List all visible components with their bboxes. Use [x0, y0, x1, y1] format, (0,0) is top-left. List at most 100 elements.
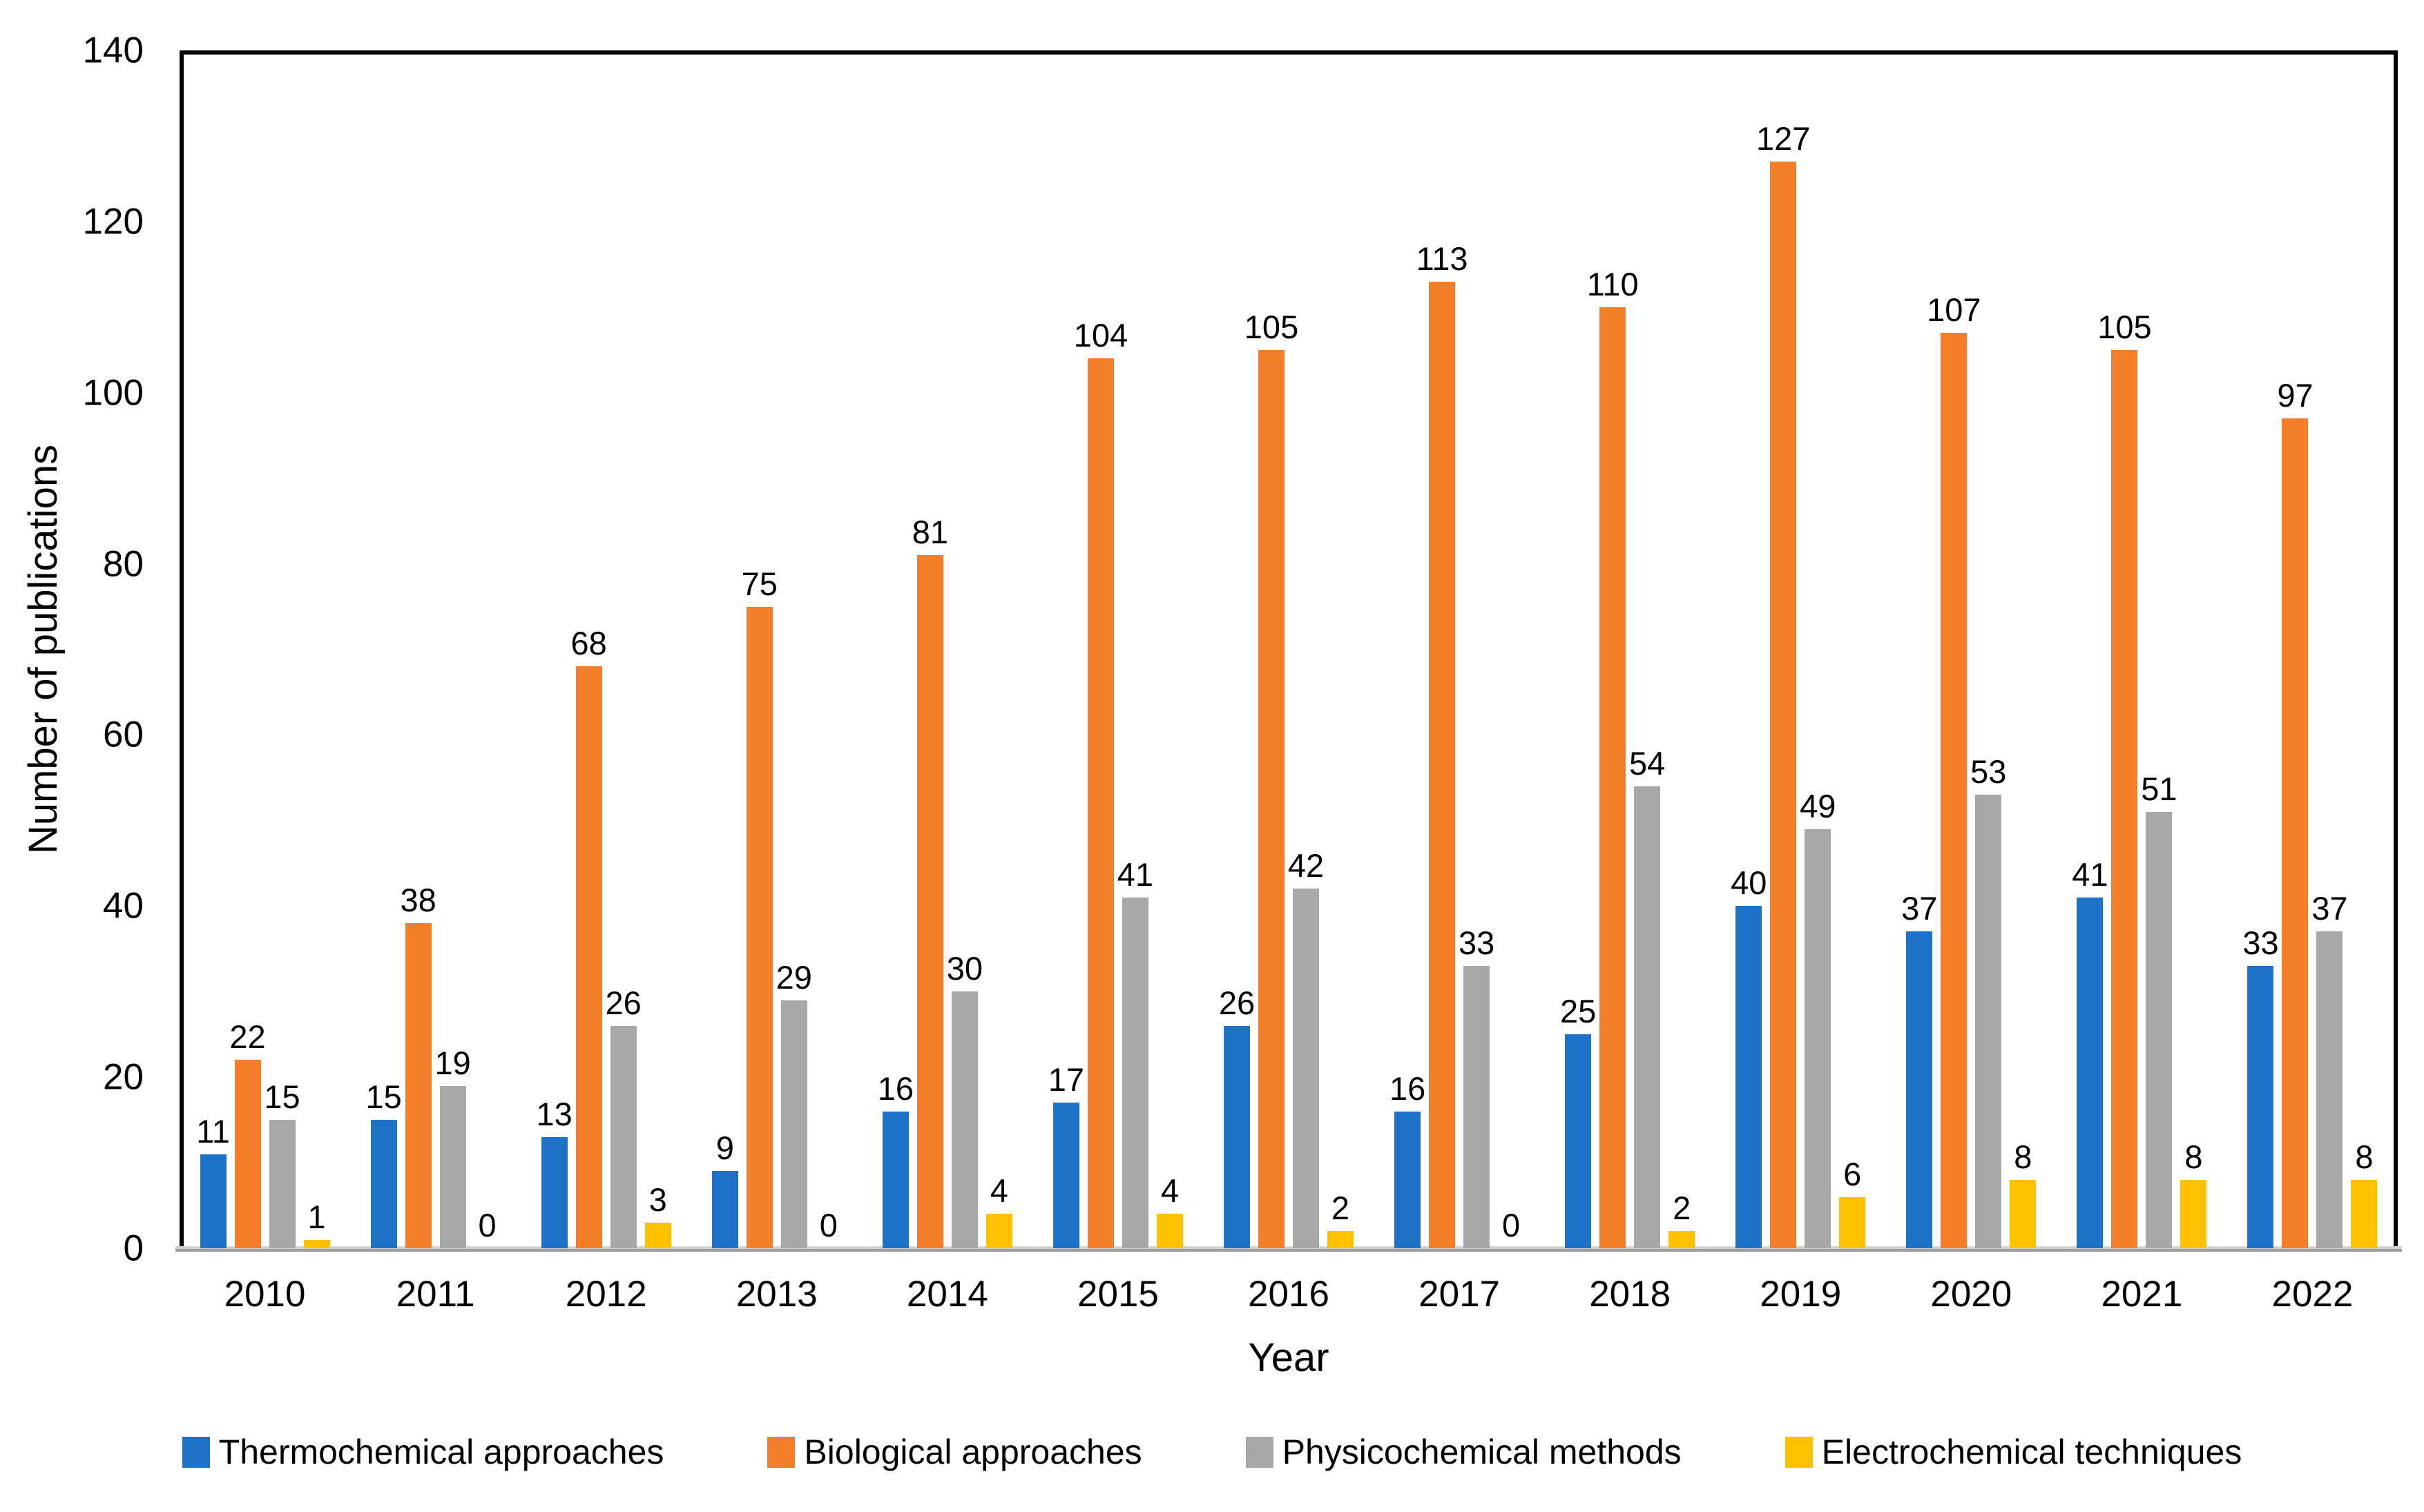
- year-group-2021: 41 105 51 8: [2057, 50, 2227, 1248]
- bar-value-label: 75: [741, 565, 778, 602]
- bar-value-label: 37: [1901, 890, 1938, 927]
- bar-value-label: 2: [1673, 1190, 1691, 1226]
- bar-value-label: 0: [1502, 1207, 1521, 1243]
- year-group-2012: 13 68 26 3: [521, 50, 691, 1248]
- bar-value-label: 26: [605, 985, 642, 1021]
- bar-value-label: 3: [648, 1181, 667, 1218]
- bar: 19: [434, 1047, 471, 1248]
- bar-value-label: 16: [877, 1070, 914, 1107]
- x-tick-label: 2019: [1760, 1274, 1842, 1315]
- bar: 3: [644, 1183, 671, 1248]
- bar-value-label: 97: [2277, 377, 2314, 414]
- bar: 9: [711, 1132, 738, 1248]
- y-axis-title-text: Number of publications: [21, 444, 66, 855]
- bar-value-label: 53: [1970, 753, 2007, 790]
- bar-value-label: 0: [478, 1207, 497, 1243]
- bar-value-label: 19: [434, 1045, 471, 1081]
- y-tick-label: 20: [103, 1056, 144, 1098]
- legend-item: Thermochemical approaches: [182, 1435, 664, 1469]
- bar: 33: [1459, 927, 1494, 1248]
- bar: 107: [1927, 293, 1981, 1248]
- bar: 104: [1074, 319, 1128, 1248]
- legend-swatch-icon: [1245, 1436, 1273, 1468]
- bar: 25: [1560, 995, 1596, 1248]
- bar-value-label: 68: [570, 625, 607, 661]
- year-group-2016: 26 105 42 2: [1203, 50, 1374, 1248]
- bar-value-label: 8: [2184, 1138, 2203, 1175]
- bar-value-label: 22: [229, 1018, 266, 1055]
- x-tick-label: 2013: [735, 1274, 818, 1315]
- bar: 33: [2242, 927, 2279, 1248]
- bar: 105: [1244, 311, 1298, 1248]
- bar: 6: [1839, 1158, 1866, 1248]
- bar-value-label: 2: [1331, 1190, 1350, 1226]
- bar-value-label: 33: [2242, 924, 2279, 961]
- y-tick-label: 120: [82, 201, 144, 242]
- year-group-2011: 15 38 19 0: [350, 50, 521, 1248]
- bar: 41: [2072, 858, 2108, 1248]
- bar: 105: [2097, 311, 2152, 1248]
- y-tick-label: 140: [82, 30, 144, 71]
- year-group-2018: 25 110 54 2: [1545, 50, 1715, 1248]
- bar: 16: [878, 1072, 914, 1248]
- bar: 8: [2010, 1141, 2037, 1248]
- bar-value-label: 107: [1927, 291, 1981, 328]
- bar-value-label: 13: [536, 1096, 573, 1132]
- bar: 17: [1048, 1063, 1084, 1248]
- bar-value-label: 8: [2355, 1138, 2374, 1175]
- y-tick-label: 60: [103, 714, 144, 755]
- bar: 8: [2351, 1141, 2378, 1248]
- x-axis-tick-labels: 2010 2011 2012 2013 2014 2015 2016 2017 2018 2019…: [180, 1276, 2398, 1312]
- legend-swatch-icon: [1785, 1436, 1813, 1468]
- bar-value-label: 0: [819, 1207, 838, 1243]
- bar-value-label: 41: [2072, 856, 2108, 893]
- bar-value-label: 4: [1160, 1172, 1179, 1209]
- bar-value-label: 113: [1416, 240, 1468, 277]
- legend-swatch-icon: [767, 1436, 796, 1468]
- year-group-2013: 9 75 29 0: [691, 50, 862, 1248]
- bar: 68: [571, 627, 607, 1248]
- legend-swatch-icon: [182, 1436, 210, 1468]
- bar-value-label: 42: [1287, 847, 1325, 884]
- bar-value-label: 33: [1458, 924, 1495, 961]
- y-tick-label: 80: [103, 543, 144, 585]
- x-axis-line: [175, 1246, 2402, 1252]
- bar-value-label: 9: [715, 1130, 734, 1166]
- bar: 97: [2277, 379, 2314, 1248]
- bar-value-label: 29: [776, 959, 812, 996]
- legend-item: Electrochemical techniques: [1785, 1435, 2242, 1469]
- bar-value-label: 15: [264, 1078, 300, 1115]
- bar: 75: [742, 568, 778, 1248]
- bar: 1: [303, 1201, 330, 1248]
- bar-value-label: 51: [2141, 770, 2177, 807]
- x-axis-title: Year: [1248, 1335, 1329, 1380]
- bar: 49: [1800, 790, 1836, 1248]
- bar: 13: [537, 1098, 573, 1248]
- bar-value-label: 30: [946, 950, 983, 987]
- x-tick-label: 2016: [1248, 1274, 1329, 1315]
- x-tick-label: 2021: [2101, 1274, 2183, 1315]
- x-tick-label: 2014: [906, 1274, 988, 1315]
- bar: 22: [229, 1020, 266, 1248]
- bar: 38: [400, 884, 436, 1248]
- bar-value-label: 105: [1244, 309, 1299, 345]
- bar-value-label: 104: [1073, 317, 1128, 353]
- bar: 53: [1970, 755, 2006, 1248]
- y-tick-label: 100: [82, 372, 144, 414]
- bar-value-label: 105: [2097, 309, 2152, 345]
- bar: 11: [196, 1115, 230, 1248]
- bar-value-label: 17: [1048, 1061, 1085, 1098]
- bar: 26: [1219, 987, 1255, 1248]
- x-tick-label: 2018: [1589, 1274, 1671, 1315]
- bar-value-label: 110: [1586, 266, 1639, 302]
- legend-item: Physicochemical methods: [1245, 1435, 1682, 1469]
- year-group-2022: 33 97 37 8: [2227, 50, 2398, 1248]
- x-tick-label: 2020: [1930, 1274, 2012, 1315]
- bar-value-label: 81: [912, 514, 948, 550]
- bar: 37: [2311, 892, 2348, 1248]
- legend-item: Biological approaches: [767, 1435, 1142, 1469]
- bar: 16: [1389, 1072, 1425, 1248]
- year-group-2020: 37 107 53 8: [1886, 50, 2057, 1248]
- bar: 113: [1416, 242, 1468, 1248]
